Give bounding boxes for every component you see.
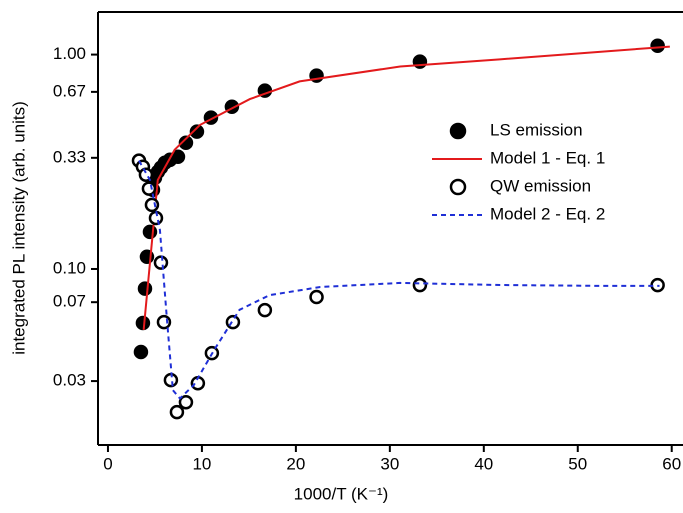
data-point	[137, 281, 153, 296]
x-tick-label: 40	[474, 454, 493, 473]
y-tick-label: 0.03	[53, 371, 86, 390]
y-tick-label: 0.33	[53, 147, 86, 166]
data-point	[144, 197, 160, 213]
legend-label: Model 2 - Eq. 2	[490, 204, 605, 223]
data-point	[135, 315, 151, 331]
x-tick-label: 0	[103, 454, 112, 473]
legend-marker	[449, 122, 467, 140]
data-point	[170, 149, 186, 164]
legend-label: QW emission	[490, 176, 591, 195]
x-axis-label: 1000/T (K⁻¹)	[294, 484, 389, 503]
data-point	[309, 289, 324, 305]
y-tick-label: 0.67	[53, 81, 86, 100]
legend-label: LS emission	[490, 120, 583, 139]
y-tick-label: 1.00	[53, 44, 86, 63]
data-point	[178, 135, 194, 150]
data-point	[412, 277, 428, 293]
y-axis-label: integrated PL intensity (arb. units)	[9, 101, 28, 355]
data-point	[225, 314, 241, 330]
data-point	[169, 404, 185, 420]
x-tick-label: 30	[380, 454, 399, 473]
data-point	[257, 302, 273, 318]
data-point	[133, 344, 149, 360]
y-tick-label: 0.07	[53, 292, 86, 311]
x-tick-label: 60	[662, 454, 681, 473]
model-line	[138, 160, 660, 400]
legend-label: Model 1 - Eq. 1	[490, 148, 605, 167]
data-point	[153, 255, 169, 270]
data-point	[141, 181, 157, 196]
x-tick-label: 20	[286, 454, 305, 473]
data-point	[178, 394, 194, 410]
y-tick-label: 0.10	[53, 258, 86, 277]
data-point	[650, 38, 665, 53]
data-point	[189, 124, 205, 139]
x-tick-label: 50	[568, 454, 587, 473]
x-tick-label: 10	[192, 454, 211, 473]
legend-marker	[449, 178, 467, 196]
